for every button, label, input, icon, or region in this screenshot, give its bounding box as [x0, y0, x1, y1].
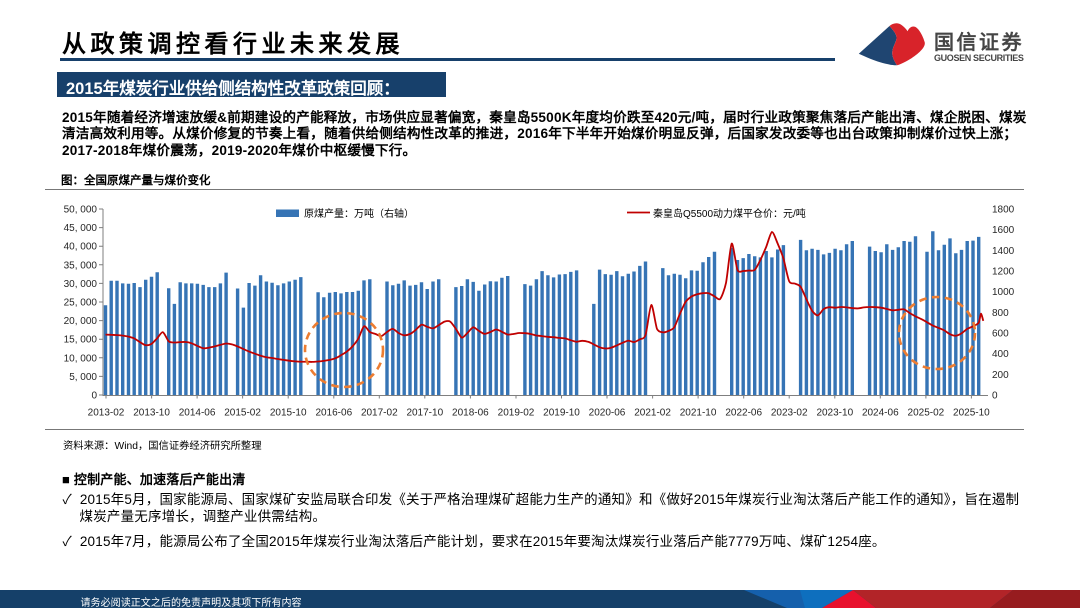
svg-text:2013-02: 2013-02: [88, 408, 125, 419]
svg-text:2019-10: 2019-10: [543, 408, 580, 419]
svg-text:200: 200: [992, 370, 1009, 381]
svg-text:1000: 1000: [992, 287, 1015, 298]
svg-text:1400: 1400: [992, 246, 1015, 257]
svg-text:0: 0: [992, 391, 998, 402]
svg-text:15, 000: 15, 000: [64, 335, 98, 346]
svg-text:5, 000: 5, 000: [69, 372, 97, 383]
svg-text:2023-02: 2023-02: [771, 408, 808, 419]
svg-text:2025-10: 2025-10: [953, 408, 990, 419]
svg-text:2024-06: 2024-06: [862, 408, 899, 419]
svg-text:35, 000: 35, 000: [64, 260, 98, 271]
svg-text:2017-10: 2017-10: [406, 408, 443, 419]
svg-text:2015-10: 2015-10: [270, 408, 307, 419]
svg-text:2020-06: 2020-06: [589, 408, 626, 419]
svg-text:2025-02: 2025-02: [908, 408, 945, 419]
svg-text:2013-10: 2013-10: [133, 408, 170, 419]
svg-text:50, 000: 50, 000: [64, 205, 98, 216]
svg-text:30, 000: 30, 000: [64, 279, 98, 290]
svg-text:0: 0: [91, 391, 97, 402]
svg-text:2021-02: 2021-02: [634, 408, 671, 419]
svg-text:2014-06: 2014-06: [179, 408, 216, 419]
svg-text:2016-06: 2016-06: [315, 408, 352, 419]
svg-text:1800: 1800: [992, 205, 1015, 216]
svg-text:10, 000: 10, 000: [64, 353, 98, 364]
svg-text:2023-10: 2023-10: [816, 408, 853, 419]
svg-text:40, 000: 40, 000: [64, 242, 98, 253]
svg-text:1200: 1200: [992, 267, 1015, 278]
svg-text:45, 000: 45, 000: [64, 223, 98, 234]
svg-text:2018-06: 2018-06: [452, 408, 489, 419]
svg-text:2021-10: 2021-10: [680, 408, 717, 419]
svg-text:20, 000: 20, 000: [64, 316, 98, 327]
svg-text:25, 000: 25, 000: [64, 298, 98, 309]
svg-text:2019-02: 2019-02: [498, 408, 535, 419]
svg-text:2015-02: 2015-02: [224, 408, 261, 419]
svg-text:600: 600: [992, 329, 1009, 340]
svg-text:2017-02: 2017-02: [361, 408, 398, 419]
svg-text:2022-06: 2022-06: [725, 408, 762, 419]
svg-text:800: 800: [992, 308, 1009, 319]
svg-text:秦皇岛Q5500动力煤平仓价：元/吨: 秦皇岛Q5500动力煤平仓价：元/吨: [653, 207, 806, 220]
svg-text:原煤产量：万吨（右轴）: 原煤产量：万吨（右轴）: [304, 207, 414, 220]
svg-text:1600: 1600: [992, 225, 1015, 236]
svg-text:400: 400: [992, 349, 1009, 360]
